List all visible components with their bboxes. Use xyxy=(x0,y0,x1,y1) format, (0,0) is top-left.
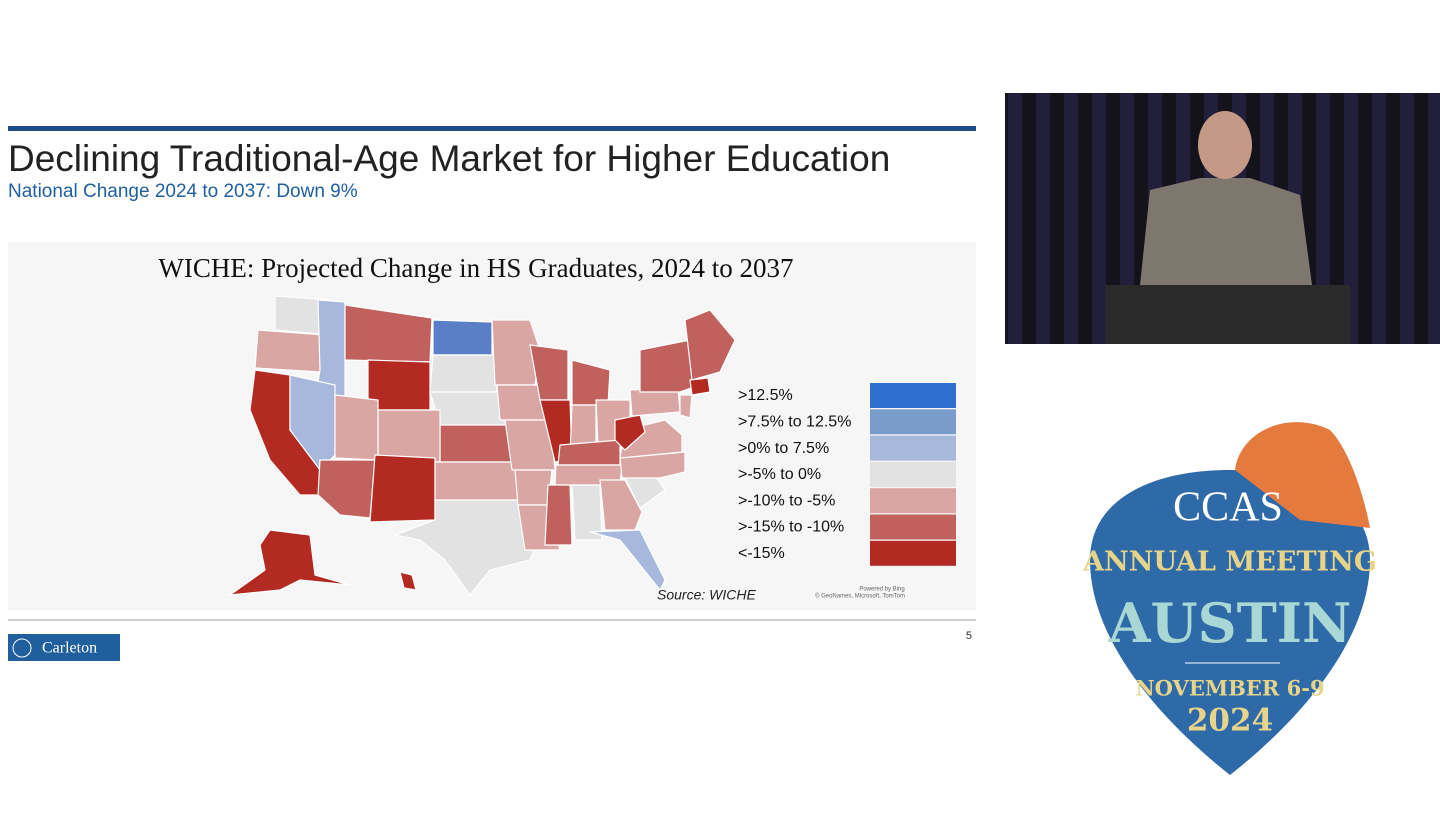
legend-swatch xyxy=(870,461,956,487)
carleton-logo xyxy=(8,634,120,661)
map-title: WICHE: Projected Change in HS Graduates,… xyxy=(158,253,793,283)
podium xyxy=(1105,285,1350,344)
page-number: 5 xyxy=(966,630,972,642)
map-attribution: Powered by Bing xyxy=(859,587,904,593)
legend-label: >12.5% xyxy=(738,387,793,404)
legend: >12.5% >7.5% to 12.5% >0% to 7.5% >-5% to 0… xyxy=(738,383,956,566)
logo-seal xyxy=(12,638,32,658)
legend-label: <-15% xyxy=(738,545,785,562)
speaker-head xyxy=(1198,111,1252,179)
event-badge xyxy=(1090,470,1370,775)
legend-label: >7.5% to 12.5% xyxy=(738,414,851,431)
legend-swatch xyxy=(870,488,956,514)
slide-title: Declining Traditional-Age Market for Hig… xyxy=(8,138,890,179)
legend-label: >-5% to 0% xyxy=(738,466,821,483)
legend-swatch xyxy=(870,540,956,566)
armadillo xyxy=(1235,422,1370,528)
speaker-body xyxy=(1140,178,1312,285)
legend-label: >-10% to -5% xyxy=(738,492,835,509)
map-source: Source: WICHE xyxy=(657,587,756,603)
legend-label: >0% to 7.5% xyxy=(738,440,829,457)
event-line: ANNUAL MEETING xyxy=(1082,547,1377,578)
legend-swatch xyxy=(870,514,956,540)
legend-swatch xyxy=(870,409,956,435)
legend-swatch xyxy=(870,435,956,461)
event-org: CCAS xyxy=(1173,485,1283,531)
event-city: AUSTIN xyxy=(1108,591,1352,655)
slide-rule xyxy=(8,126,976,131)
us-map xyxy=(227,295,736,596)
legend-label: >-15% to -10% xyxy=(738,519,844,536)
map-credits: © GeoNames, Microsoft, TomTom xyxy=(815,593,905,600)
event-year: 2024 xyxy=(1187,703,1273,739)
event-dates: NOVEMBER 6-9 xyxy=(1135,676,1324,701)
slide-subtitle: National Change 2024 to 2037: Down 9% xyxy=(8,181,358,202)
legend-swatch xyxy=(870,383,956,408)
carleton-text: Carleton xyxy=(42,640,97,657)
